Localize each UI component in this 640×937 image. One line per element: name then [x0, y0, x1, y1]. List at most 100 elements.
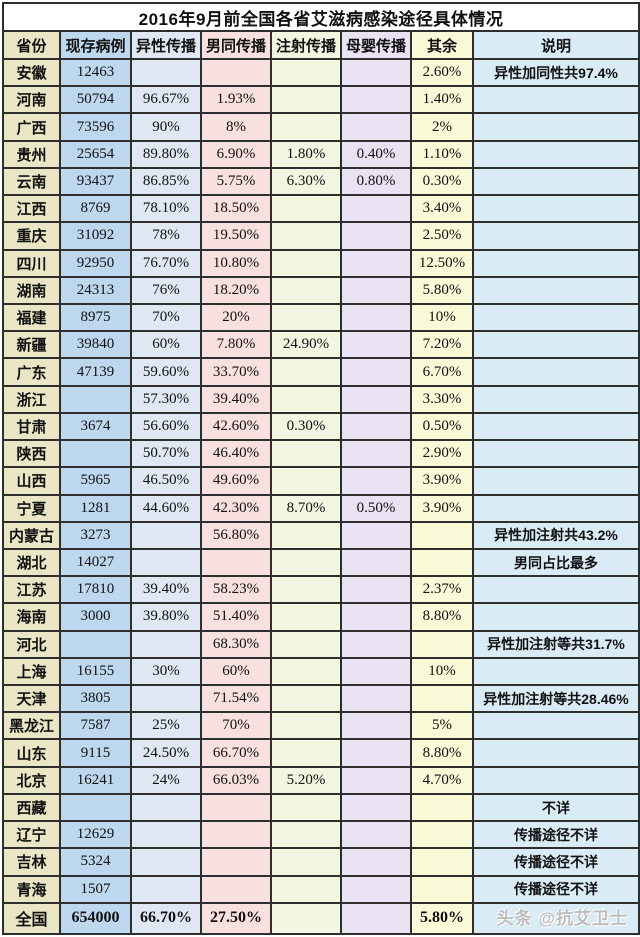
table-row: 广西 73596 90% 8% 2% — [2, 112, 640, 142]
table-cell: 3.90% — [410, 466, 474, 496]
table-cell — [340, 439, 412, 469]
table-cell — [270, 85, 342, 115]
table-cell: 49.60% — [200, 466, 272, 496]
table-cell: 50794 — [59, 85, 132, 115]
column-header-note-header: 说明 — [471, 30, 640, 60]
column-header-mother-header: 母婴传播 — [340, 30, 412, 60]
table-cell — [410, 629, 474, 659]
table-cell: 0.50% — [340, 493, 412, 523]
column-header-province-header: 省份 — [2, 30, 61, 60]
table-cell: 39.40% — [200, 384, 272, 414]
table-cell: 10% — [410, 302, 474, 333]
table-cell — [471, 248, 640, 278]
table-cell: 异性加同性共97.4% — [471, 57, 640, 88]
table-cell — [270, 738, 342, 768]
table-cell: 吉林 — [2, 847, 61, 877]
column-header-other-header: 其余 — [410, 30, 474, 60]
table-cell — [270, 384, 342, 414]
table-cell: 9115 — [59, 738, 132, 768]
table-cell — [340, 302, 412, 333]
table-cell — [471, 85, 640, 115]
table-cell: 河南 — [2, 85, 61, 115]
table-cell: 47139 — [59, 357, 132, 387]
table-cell: 76% — [130, 275, 202, 305]
table-cell: 33.70% — [200, 357, 272, 387]
table-row: 辽宁 12629 传播途径不详 — [2, 820, 640, 850]
table-cell — [410, 847, 474, 877]
table-cell — [270, 466, 342, 496]
table-cell — [200, 57, 272, 88]
table-cell: 7587 — [59, 711, 132, 741]
column-header-hetero-header: 异性传播 — [130, 30, 202, 60]
table-cell: 1.93% — [200, 85, 272, 115]
table-cell — [340, 575, 412, 605]
table-cell — [471, 139, 640, 169]
table-cell: 西藏 — [2, 792, 61, 823]
table-cell — [270, 901, 342, 936]
table-cell — [340, 275, 412, 305]
table-row: 吉林 5324 传播途径不详 — [2, 847, 640, 877]
table-cell: 44.60% — [130, 493, 202, 523]
table-cell: 654000 — [59, 901, 132, 936]
table-cell: 4.70% — [410, 765, 474, 795]
table-cell — [270, 547, 342, 578]
table-cell: 1.80% — [270, 139, 342, 169]
table-cell: 5.20% — [270, 765, 342, 795]
table-cell: 宁夏 — [2, 493, 61, 523]
table-row: 甘肃 3674 56.60% 42.60% 0.30% 0.50% — [2, 411, 640, 442]
table-cell — [270, 684, 342, 714]
table-cell: 39840 — [59, 330, 132, 360]
table-cell: 10% — [410, 656, 474, 687]
table-cell — [410, 547, 474, 578]
column-header-cases-header: 现存病例 — [59, 30, 132, 60]
table-row: 青海 1507 传播途径不详 — [2, 874, 640, 904]
table-row: 西藏 不详 — [2, 792, 640, 823]
table-cell: 贵州 — [2, 139, 61, 169]
table-cell: 5.80% — [410, 901, 474, 936]
table-cell: 30% — [130, 656, 202, 687]
table-cell: 内蒙古 — [2, 520, 61, 550]
column-header-injection-header: 注射传播 — [270, 30, 342, 60]
table-cell: 89.80% — [130, 139, 202, 169]
table-body: 安徽 12463 2.60% 异性加同性共97.4% 河南 50794 96.67% 1.93… — [2, 57, 640, 936]
table-cell — [471, 711, 640, 741]
table-row: 四川 92950 76.70% 10.80% 12.50% — [2, 248, 640, 278]
table-row: 湖北 14027 男同占比最多 — [2, 547, 640, 578]
table-row: 海南 3000 39.80% 51.40% 8.80% — [2, 602, 640, 632]
table-cell: 20% — [200, 302, 272, 333]
table-cell: 73596 — [59, 112, 132, 142]
table-cell — [410, 792, 474, 823]
page-title: 2016年9月前全国各省艾滋病感染途径具体情况 — [1, 2, 640, 32]
table-cell: 0.40% — [340, 139, 412, 169]
table-cell: 0.30% — [410, 166, 474, 197]
table-cell: 3674 — [59, 411, 132, 442]
table-cell — [340, 520, 412, 550]
table-cell — [130, 874, 202, 904]
table-cell: 6.30% — [270, 166, 342, 197]
table-cell: 1.40% — [410, 85, 474, 115]
table-cell: 71.54% — [200, 684, 272, 714]
table-cell: 12.50% — [410, 248, 474, 278]
table-cell: 异性加注射共43.2% — [471, 520, 640, 550]
table-cell: 1.10% — [410, 139, 474, 169]
table-row: 江西 8769 78.10% 18.50% 3.40% — [2, 194, 640, 224]
table-cell: 70% — [200, 711, 272, 741]
table-cell — [471, 330, 640, 360]
table-cell: 18.20% — [200, 275, 272, 305]
table-cell — [130, 57, 202, 88]
table-cell — [340, 57, 412, 88]
table-cell: 黑龙江 — [2, 711, 61, 741]
table-cell — [471, 466, 640, 496]
table-cell: 39.40% — [130, 575, 202, 605]
table-cell — [471, 901, 640, 936]
table-cell: 39.80% — [130, 602, 202, 632]
table-cell: 24313 — [59, 275, 132, 305]
table-cell — [340, 874, 412, 904]
table-cell — [59, 792, 132, 823]
table-cell: 59.60% — [130, 357, 202, 387]
table-cell — [270, 520, 342, 550]
table-cell — [471, 493, 640, 523]
table-cell — [340, 194, 412, 224]
table-cell — [270, 820, 342, 850]
